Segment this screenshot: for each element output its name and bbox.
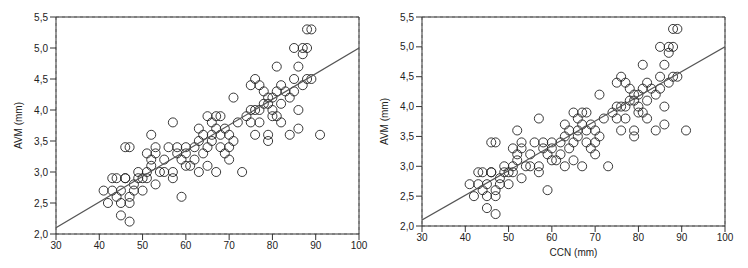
svg-text:CCN (mm): CCN (mm) (550, 247, 598, 258)
svg-text:50: 50 (503, 232, 515, 243)
svg-text:30: 30 (50, 240, 62, 251)
svg-text:70: 70 (590, 232, 602, 243)
svg-text:2,0: 2,0 (400, 221, 414, 232)
svg-text:4,5: 4,5 (400, 71, 414, 82)
svg-text:5,0: 5,0 (34, 43, 48, 54)
svg-text:5,0: 5,0 (400, 41, 414, 52)
svg-text:80: 80 (267, 240, 279, 251)
svg-text:3,5: 3,5 (400, 131, 414, 142)
svg-text:60: 60 (180, 240, 192, 251)
svg-text:50: 50 (137, 240, 149, 251)
svg-text:2,0: 2,0 (34, 229, 48, 240)
svg-text:40: 40 (460, 232, 472, 243)
svg-text:90: 90 (676, 232, 688, 243)
svg-text:AVM (mm): AVM (mm) (13, 102, 24, 149)
svg-text:60: 60 (546, 232, 558, 243)
svg-text:2,5: 2,5 (34, 198, 48, 209)
svg-text:5,5: 5,5 (400, 12, 414, 23)
svg-text:100: 100 (351, 240, 368, 251)
svg-text:5,5: 5,5 (34, 12, 48, 23)
svg-text:4,0: 4,0 (34, 105, 48, 116)
svg-text:3,0: 3,0 (34, 167, 48, 178)
svg-text:3,5: 3,5 (34, 136, 48, 147)
svg-text:80: 80 (633, 232, 645, 243)
svg-text:3,0: 3,0 (400, 161, 414, 172)
svg-text:90: 90 (310, 240, 322, 251)
svg-text:30: 30 (416, 232, 428, 243)
svg-text:2,5: 2,5 (400, 191, 414, 202)
svg-text:4,5: 4,5 (34, 74, 48, 85)
svg-text:40: 40 (94, 240, 106, 251)
svg-text:4,0: 4,0 (400, 101, 414, 112)
svg-text:100: 100 (717, 232, 734, 243)
svg-text:AVM (mm): AVM (mm) (379, 98, 390, 145)
svg-text:70: 70 (224, 240, 236, 251)
